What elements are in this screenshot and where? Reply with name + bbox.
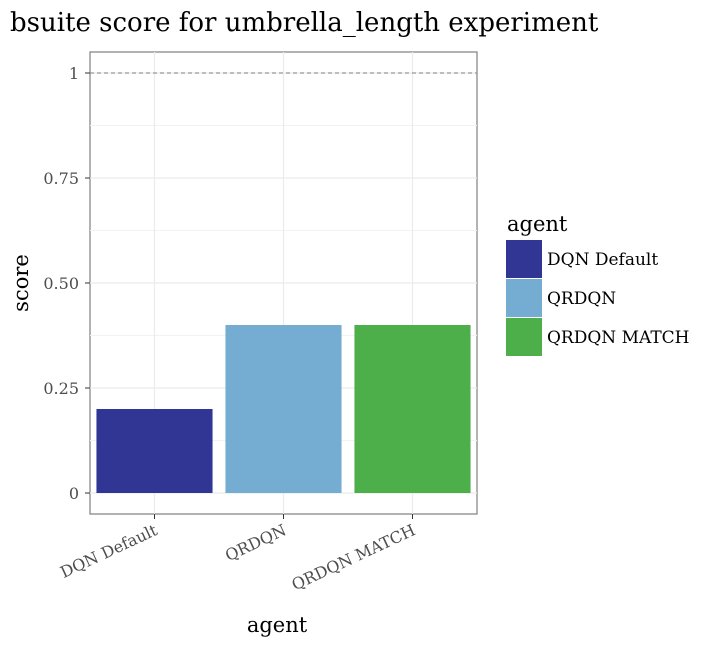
x-tick-label: QRDQN MATCH xyxy=(289,520,419,594)
x-axis: DQN Default QRDQN QRDQN MATCH xyxy=(57,514,418,594)
x-axis-title: agent xyxy=(247,613,308,637)
y-tick-label: 1 xyxy=(69,64,79,83)
x-tick-label: DQN Default xyxy=(57,520,160,582)
legend-title: agent xyxy=(507,212,568,236)
chart-title: bsuite score for umbrella_length experim… xyxy=(10,8,599,38)
legend-key xyxy=(506,279,542,317)
legend-label: DQN Default xyxy=(547,250,658,270)
y-tick-label: 0 xyxy=(69,484,79,503)
y-axis: 0 0.25 0.50 0.75 1 xyxy=(43,64,90,503)
bar-qrdqn-match xyxy=(354,325,471,493)
y-tick-label: 0.75 xyxy=(43,169,79,188)
legend-label: QRDQN MATCH xyxy=(547,328,690,348)
y-axis-title: score xyxy=(9,254,33,312)
legend-label: QRDQN xyxy=(547,289,616,309)
legend-key xyxy=(506,318,542,356)
bar-qrdqn xyxy=(225,325,342,493)
bar-dqn-default xyxy=(96,409,213,493)
legend: agent DQN Default QRDQN QRDQN MATCH xyxy=(506,212,690,356)
bars xyxy=(96,325,471,493)
y-tick-label: 0.25 xyxy=(43,379,79,398)
x-tick-label: QRDQN xyxy=(222,520,289,565)
legend-key xyxy=(506,240,542,278)
y-tick-label: 0.50 xyxy=(43,274,79,293)
